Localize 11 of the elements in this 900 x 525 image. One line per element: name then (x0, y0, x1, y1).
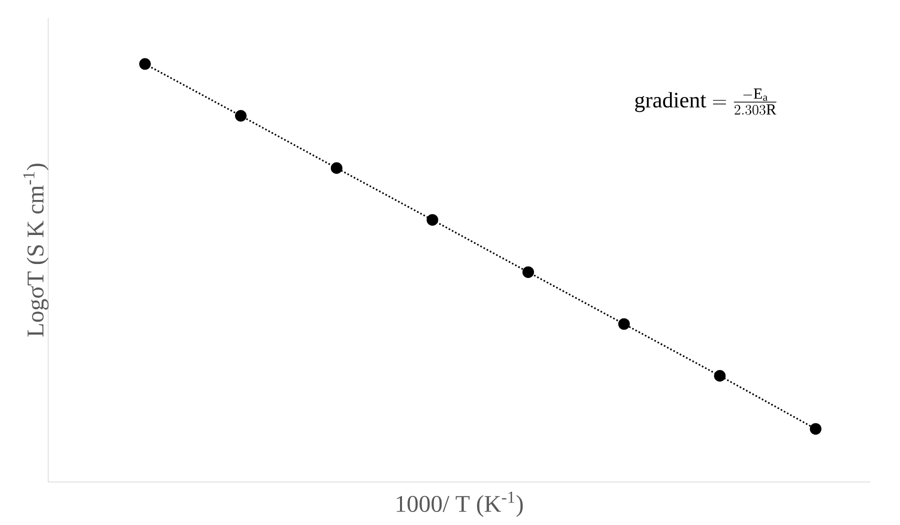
point (139, 58, 151, 70)
annotation: $\mathrm{gradient} = \frac{-\mathrm{E_a}}{2.303\mathrm{R}}$ (635, 88, 776, 115)
point (810, 423, 822, 435)
point (618, 318, 630, 330)
point (330, 162, 342, 174)
point (714, 370, 726, 382)
x-axis-title: 1000/ T (K$^{-1}$) (396, 492, 523, 517)
point (235, 110, 247, 122)
point (426, 214, 438, 226)
y-axis-title: LogσT (S K cm$^{-1}$) (23, 164, 49, 337)
point (522, 266, 534, 278)
